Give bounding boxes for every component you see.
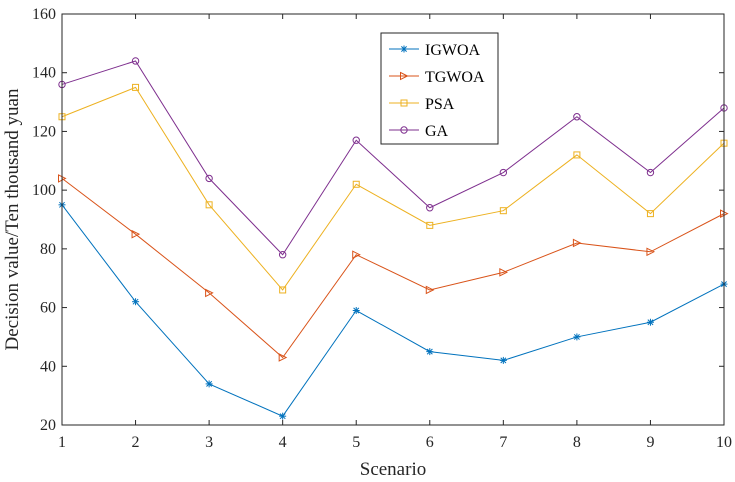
data-point-psa-5 (352, 180, 360, 188)
y-axis-label: Decision value/Ten thousand yuan (2, 88, 23, 350)
y-tick-label: 120 (32, 123, 56, 140)
x-tick-label: 6 (426, 434, 434, 451)
data-point-psa-3 (205, 201, 213, 209)
series-igwoa (58, 201, 728, 420)
x-tick-label: 3 (205, 434, 213, 451)
series-line-ga (61, 60, 725, 256)
data-point-psa-9 (646, 210, 654, 218)
legend-item-psa: PSA (389, 96, 455, 113)
legend-label: TGWOA (425, 69, 485, 86)
data-point-tgwoa-7 (499, 268, 508, 277)
data-point-psa-7 (499, 207, 507, 215)
data-point-ga-9 (646, 168, 655, 177)
series-tgwoa (58, 174, 729, 362)
series-line-psa (61, 86, 725, 291)
y-tick-label: 20 (40, 417, 56, 434)
series-line-tgwoa (61, 178, 725, 359)
chart-marks (58, 57, 729, 420)
legend-label: PSA (425, 96, 455, 113)
data-point-ga-7 (499, 168, 508, 177)
data-point-igwoa-5 (352, 307, 360, 315)
data-point-igwoa-6 (426, 348, 434, 356)
plot-frame (61, 13, 725, 426)
x-axis-label: Scenario (360, 459, 426, 480)
x-tick-label: 2 (132, 434, 140, 451)
y-tick-label: 100 (32, 182, 56, 199)
x-tick-label: 8 (573, 434, 581, 451)
data-point-psa-2 (132, 83, 140, 91)
data-point-tgwoa-5 (352, 250, 361, 260)
series-line-igwoa (61, 204, 725, 417)
data-point-igwoa-4 (279, 412, 287, 420)
legend-label: IGWOA (425, 42, 481, 59)
series-psa (58, 83, 728, 294)
x-tick-label: 5 (352, 434, 360, 451)
legend-box (380, 32, 499, 145)
data-point-tgwoa-9 (646, 247, 656, 257)
legend-item-ga: GA (389, 123, 449, 140)
x-tick-label: 9 (646, 434, 654, 451)
data-point-ga-5 (352, 136, 360, 144)
data-point-igwoa-9 (646, 318, 654, 326)
data-point-psa-4 (279, 286, 287, 294)
data-point-igwoa-8 (573, 333, 581, 341)
data-point-ga-6 (426, 204, 434, 212)
x-tick-label: 10 (716, 434, 732, 451)
data-point-ga-2 (131, 57, 140, 65)
legend-marker (400, 45, 408, 53)
data-point-ga-3 (205, 174, 213, 183)
y-tick-label: 60 (40, 300, 56, 317)
x-tick-label: 4 (279, 434, 287, 451)
y-tick-label: 40 (40, 358, 56, 375)
data-point-tgwoa-2 (131, 229, 141, 239)
legend-item-tgwoa: TGWOA (389, 69, 485, 86)
data-point-tgwoa-4 (278, 353, 288, 362)
legend-item-igwoa: IGWOA (389, 42, 481, 59)
data-point-psa-6 (426, 221, 434, 229)
data-point-ga-4 (278, 251, 287, 259)
legend-marker (400, 99, 408, 107)
data-point-psa-8 (573, 151, 581, 159)
y-tick-label: 160 (32, 6, 56, 23)
y-tick-label: 80 (40, 241, 56, 258)
x-tick-label: 1 (58, 434, 66, 451)
data-point-tgwoa-8 (572, 238, 582, 248)
legend: IGWOA TGWOA PSA GA (380, 32, 499, 145)
data-point-tgwoa-6 (425, 285, 435, 295)
data-point-tgwoa-3 (205, 288, 214, 298)
legend-marker (400, 71, 409, 81)
data-point-igwoa-3 (205, 380, 213, 388)
data-point-igwoa-2 (132, 298, 140, 306)
y-tick-label: 140 (32, 65, 56, 82)
chart-axes: 1 2 3 4 5 6 7 8 9 10 20 40 60 80 100 120 140 160 (32, 6, 732, 451)
legend-marker (400, 126, 408, 134)
x-tick-label: 7 (499, 434, 507, 451)
legend-label: GA (425, 123, 449, 140)
data-point-ga-8 (573, 113, 581, 121)
data-point-igwoa-7 (499, 356, 507, 364)
